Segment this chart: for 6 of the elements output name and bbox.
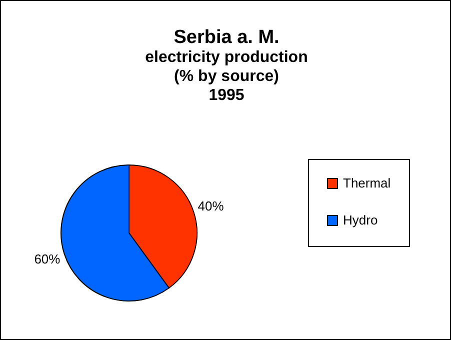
data-label: 40% (198, 198, 224, 214)
data-label: 60% (34, 252, 61, 267)
legend-label: Hydro (343, 212, 378, 228)
chart-subtitle: electricity production (% by source) 1995 (145, 49, 308, 104)
legend-label: Thermal (343, 176, 391, 190)
chart-title: Serbia a. M. (174, 27, 280, 48)
